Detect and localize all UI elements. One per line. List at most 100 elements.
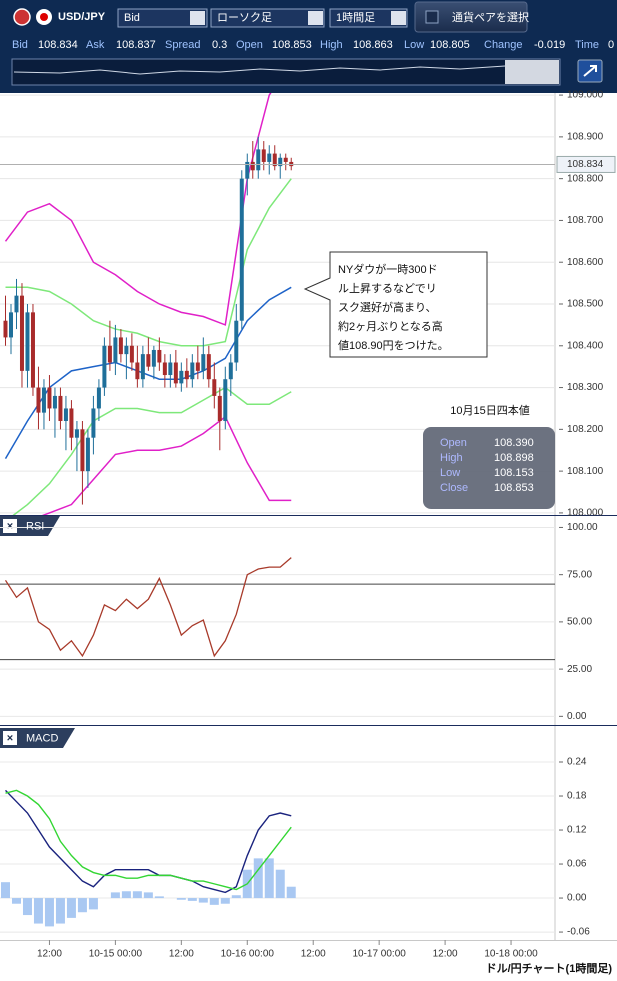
- y-tick-label: 0.18: [567, 791, 587, 802]
- histogram-bar: [176, 898, 186, 900]
- candle-body: [190, 362, 195, 380]
- quote-label: Time: [575, 39, 599, 51]
- histogram-bar: [33, 898, 43, 924]
- close-box[interactable]: [3, 519, 17, 533]
- x-tick-label: 12:00: [301, 949, 326, 960]
- candle-body: [25, 312, 30, 371]
- y-tick-label: 0.12: [567, 825, 587, 836]
- y-tick-label: 108.900: [567, 132, 604, 143]
- indicator-line: [12, 386, 292, 515]
- close-icon: ×: [7, 732, 13, 744]
- checkbox: [425, 10, 439, 24]
- timeframe-select[interactable]: [329, 8, 408, 28]
- callout-text: スク選好が高まり、: [338, 300, 437, 314]
- callout-text: ル上昇するなどでリ: [338, 282, 437, 295]
- y-tick-label: 0.24: [567, 757, 587, 768]
- callout: [303, 251, 488, 358]
- histogram-bar: [209, 898, 219, 905]
- histogram-bar: [55, 898, 65, 924]
- histogram-bar: [88, 898, 98, 910]
- callout-text: 値108.90円をつけた。: [338, 339, 449, 352]
- indicator-line: [4, 286, 292, 459]
- quote-value: -0.019: [534, 39, 565, 51]
- histogram-bar: [198, 898, 208, 903]
- quote-value: 0.3: [212, 39, 227, 51]
- candle-body: [107, 345, 112, 363]
- candle-body: [217, 395, 222, 421]
- callout-text: NYダウが一時300ド: [338, 262, 438, 276]
- candle-body: [201, 354, 206, 371]
- timeframe: 1時間足: [336, 11, 375, 24]
- price-type: Bid: [124, 12, 140, 24]
- candle-body: [250, 161, 255, 171]
- ohlc-value: 108.853: [494, 482, 534, 494]
- y-tick-label: 108.500: [567, 299, 604, 310]
- select-pair: 通貨ペアを選択: [452, 10, 529, 24]
- footer: ドル/円チャート(1時間足): [486, 961, 613, 975]
- pair[interactable]: USD/JPY: [58, 11, 106, 23]
- select-pair-button[interactable]: [414, 1, 528, 33]
- navigator[interactable]: [11, 58, 561, 86]
- candle-body: [36, 387, 41, 413]
- flag-us: [13, 8, 31, 26]
- x-tick-label: 12:00: [37, 949, 62, 960]
- chart-type-select[interactable]: [210, 8, 325, 28]
- quote-bar: Bid 108.834 Ask 108.837 Spread 0.3 Open 108.853…: [12, 39, 614, 51]
- candle-body: [234, 320, 239, 363]
- quote-value: 108.853: [272, 39, 312, 51]
- histogram-bar: [264, 858, 274, 899]
- histogram-bar: [22, 898, 32, 916]
- histogram-bar: [110, 892, 120, 899]
- dropdown-arrow: [190, 11, 205, 25]
- navigator-handle[interactable]: [505, 60, 559, 84]
- candle-body: [69, 408, 74, 438]
- candle-body: [140, 354, 145, 380]
- candle-body: [58, 395, 63, 421]
- x-tick-label: 10-15 00:00: [89, 949, 143, 960]
- quote-label: High: [320, 39, 343, 51]
- indicator-line: [4, 93, 272, 326]
- quote-value: 108.834: [38, 39, 78, 51]
- candle-body: [85, 437, 90, 472]
- price-type-select[interactable]: [117, 8, 208, 28]
- candle-body: [267, 153, 272, 162]
- candle-body: [212, 379, 217, 396]
- ohlc-title: 10月15日四本値: [450, 403, 529, 417]
- ohlc-box: [423, 427, 555, 509]
- y-tick-label: 108.100: [567, 466, 604, 477]
- plot: [4, 557, 292, 658]
- candle-body: [129, 345, 134, 363]
- y-tick-label: 108.600: [567, 257, 604, 268]
- candle-body: [118, 337, 123, 355]
- flag-jp-dot: [40, 13, 48, 21]
- panel-title: RSI: [26, 520, 44, 532]
- candle-body: [179, 370, 184, 384]
- quote-value: 108.863: [353, 39, 393, 51]
- y-tick-label: 100.00: [567, 522, 598, 533]
- quote-label: Bid: [12, 39, 28, 51]
- ohlc-label: Open: [440, 437, 467, 449]
- quote-label: Change: [484, 39, 523, 51]
- ohlc-label: High: [440, 452, 463, 464]
- candle-body: [239, 178, 244, 321]
- candle-body: [124, 345, 129, 355]
- y-tick-label: 108.200: [567, 424, 604, 435]
- candle-body: [173, 362, 178, 384]
- candle-body: [245, 161, 250, 179]
- macd-line: [5, 789, 292, 891]
- chart-type: ローソク足: [217, 11, 272, 24]
- expand-icon: [583, 65, 597, 77]
- candle-body: [63, 408, 68, 421]
- quote-label: Open: [236, 39, 263, 51]
- histogram-bar: [275, 869, 285, 899]
- candle-body: [168, 362, 173, 376]
- y-tick-label: 50.00: [567, 617, 592, 628]
- y-tick-label: 108.300: [567, 382, 604, 393]
- close-box[interactable]: [3, 731, 17, 745]
- ohlc-value: 108.153: [494, 467, 534, 479]
- histogram-bar: [44, 898, 54, 927]
- quote-label: Low: [404, 39, 424, 51]
- plot: [3, 93, 294, 515]
- candle-body: [228, 362, 233, 380]
- y-tick-label: -0.06: [567, 927, 590, 938]
